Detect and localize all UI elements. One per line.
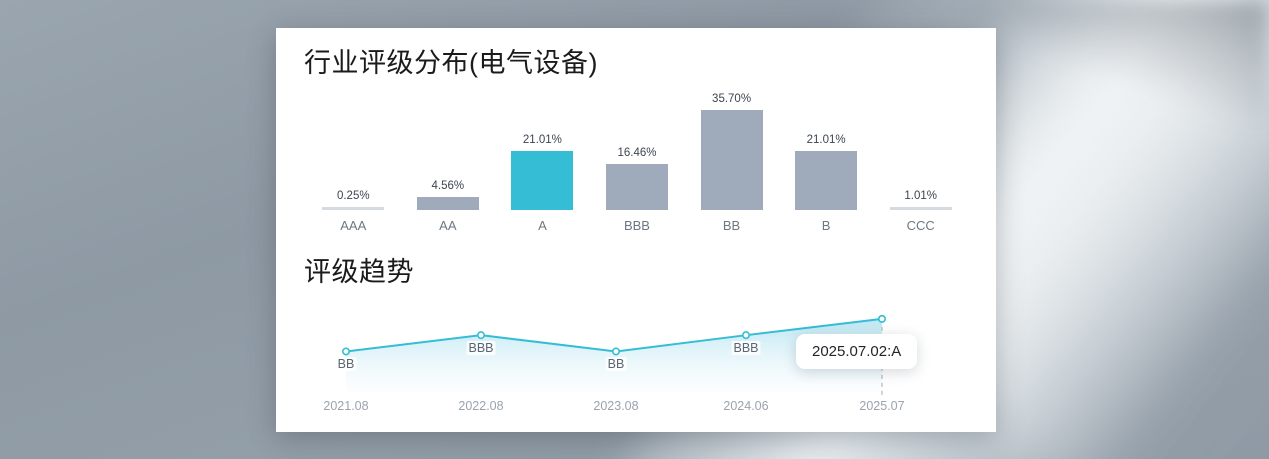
rating-card: 行业评级分布(电气设备) 0.25% AAA 4.56% AA 21.01% A 16.46… [276,28,996,432]
trend-point-marker[interactable] [477,331,486,340]
x-axis-tick-label: 2023.08 [593,399,639,413]
trend-point-marker[interactable] [877,314,886,323]
x-axis-tick-label: 2022.08 [458,399,504,413]
bar-column[interactable]: 35.70% BB [684,93,779,233]
trend-point-label: BBB [466,341,496,356]
bar-value-label: 4.56% [431,180,465,193]
trend-point-marker[interactable] [741,331,750,340]
trend-point-marker[interactable] [341,347,350,356]
bar-column[interactable]: 4.56% AA [401,98,496,233]
bar-value-label: 16.46% [617,146,657,159]
bar-category-label: BB [722,218,741,233]
trend-point-label: BB [605,357,627,372]
trend-point-label: BBB [731,341,761,356]
bar-category-label: A [538,218,547,233]
trend-point-label: BB [335,357,357,372]
x-axis-tick-label: 2021.08 [323,399,369,413]
trend-tooltip: 2025.07.02:A [796,334,918,369]
bar-rect[interactable] [795,151,858,210]
trend-svg [341,314,886,396]
bar-category-label: BBB [623,218,650,233]
page-title: 行业评级分布(电气设备) [304,48,598,78]
rating-distribution-bar-chart: 0.25% AAA 4.56% AA 21.01% A 16.46% BBB 35.70% BB 2… [306,93,968,233]
trend-point-marker[interactable] [611,347,620,356]
rating-trend-line-chart: BB 2021.08 BBB 2022.08 BB 2023.08 BBB 2024.06 20… [306,296,968,421]
bar-column[interactable]: 1.01% CCC [873,98,968,233]
bar-category-label: CCC [906,218,935,233]
bar-value-label: 21.01% [522,134,562,147]
bar-value-label: 21.01% [806,134,846,147]
bar-column[interactable]: 21.01% B [779,98,874,233]
x-axis-tick-label: 2024.06 [723,399,769,413]
bar-category-label: AA [439,218,457,233]
bar-category-label: B [821,218,831,233]
bar-rect[interactable] [889,207,952,210]
bar-value-label: 1.01% [904,190,937,202]
rating-trend-title: 评级趋势 [304,257,414,287]
background-corner-shade [969,0,1269,120]
bar-column[interactable]: 21.01% A [495,98,590,233]
x-axis-tick-label: 2025.07 [859,399,905,413]
bar-rect[interactable] [416,197,479,210]
bar-category-label: AAA [340,218,367,233]
bar-value-label: 35.70% [712,93,752,105]
bar-rect[interactable] [511,151,574,210]
bar-rect[interactable] [322,207,385,210]
bar-value-label: 0.25% [336,190,370,202]
bar-rect[interactable] [700,110,763,210]
bar-column[interactable]: 16.46% BBB [590,98,685,233]
bar-rect[interactable] [605,163,668,210]
bar-column[interactable]: 0.25% AAA [306,98,401,233]
